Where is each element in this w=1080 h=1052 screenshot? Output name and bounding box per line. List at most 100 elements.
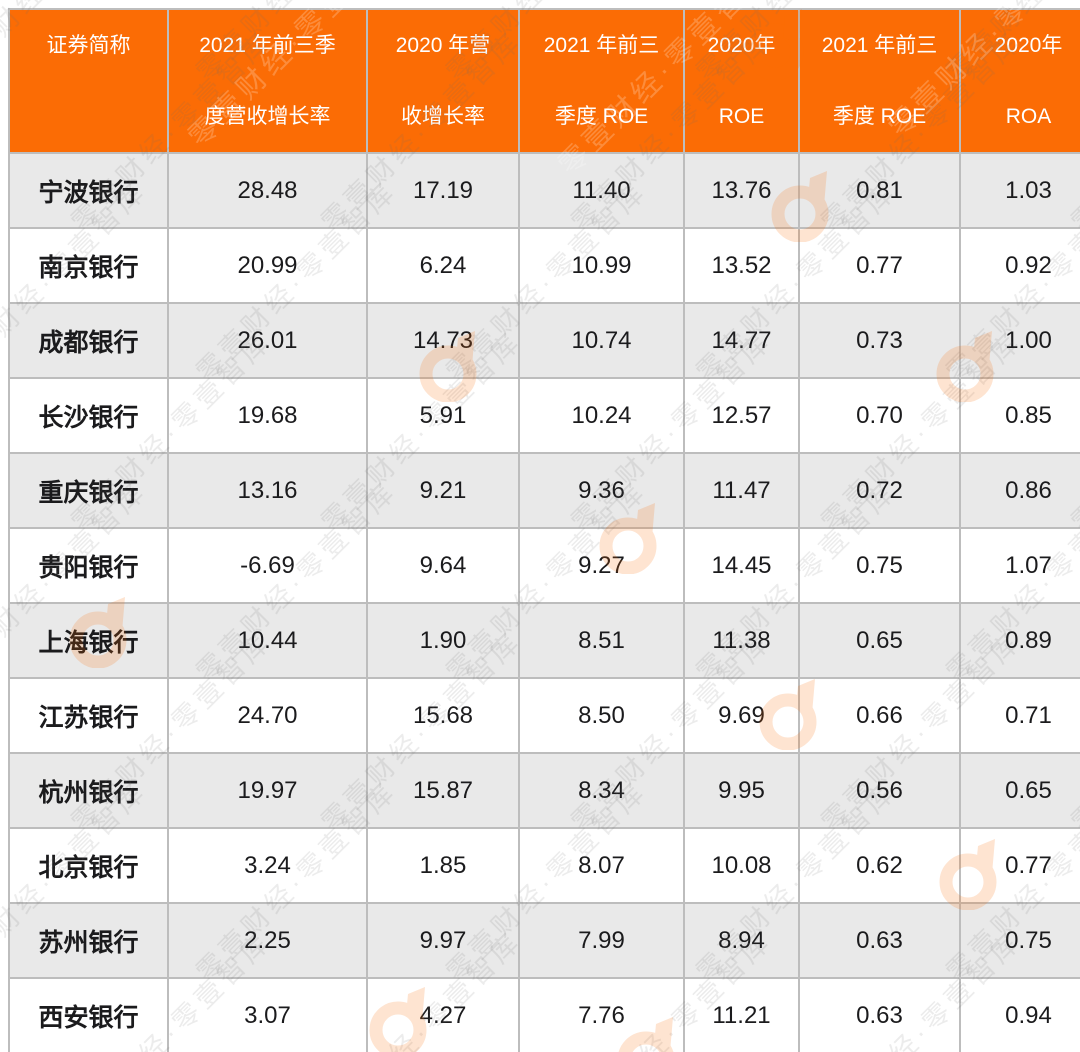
value-cell: 0.66 xyxy=(798,677,961,754)
value-cell: 14.45 xyxy=(683,527,800,604)
value-cell: 9.27 xyxy=(518,527,685,604)
value-cell: 8.50 xyxy=(518,677,685,754)
table-row: 西安银行 3.07 4.27 7.76 11.21 0.63 0.94 xyxy=(8,977,1080,1052)
value-cell: 0.62 xyxy=(798,827,961,904)
value-cell: 10.44 xyxy=(167,602,368,679)
value-cell: 0.63 xyxy=(798,902,961,979)
value-cell: 24.70 xyxy=(167,677,368,754)
value-cell: 0.63 xyxy=(798,977,961,1052)
value-cell: 7.99 xyxy=(518,902,685,979)
bank-name-cell: 贵阳银行 xyxy=(8,527,169,604)
value-cell: 10.08 xyxy=(683,827,800,904)
value-cell: 1.00 xyxy=(959,302,1080,379)
bank-name-cell: 上海银行 xyxy=(8,602,169,679)
table-row: 贵阳银行 -6.69 9.64 9.27 14.45 0.75 1.07 xyxy=(8,527,1080,604)
value-cell: 13.76 xyxy=(683,152,800,229)
value-cell: 17.19 xyxy=(366,152,520,229)
column-header-1: 2021 年前三季 度营收增长率 xyxy=(167,8,368,154)
bank-name-cell: 苏州银行 xyxy=(8,902,169,979)
value-cell: 13.16 xyxy=(167,452,368,529)
value-cell: 0.77 xyxy=(798,227,961,304)
value-cell: -6.69 xyxy=(167,527,368,604)
table-header: 证券简称 2021 年前三季 度营收增长率 2020 年营 收增长率 2021 年前三… xyxy=(8,8,1080,154)
column-header-2: 2020 年营 收增长率 xyxy=(366,8,520,154)
value-cell: 8.07 xyxy=(518,827,685,904)
column-header-0: 证券简称 xyxy=(8,8,169,154)
value-cell: 0.75 xyxy=(959,902,1080,979)
value-cell: 9.21 xyxy=(366,452,520,529)
value-cell: 19.97 xyxy=(167,752,368,829)
value-cell: 0.70 xyxy=(798,377,961,454)
table-row: 成都银行 26.01 14.73 10.74 14.77 0.73 1.00 xyxy=(8,302,1080,379)
value-cell: 20.99 xyxy=(167,227,368,304)
value-cell: 0.73 xyxy=(798,302,961,379)
table-row: 南京银行 20.99 6.24 10.99 13.52 0.77 0.92 xyxy=(8,227,1080,304)
value-cell: 15.87 xyxy=(366,752,520,829)
bank-name-cell: 重庆银行 xyxy=(8,452,169,529)
value-cell: 0.89 xyxy=(959,602,1080,679)
value-cell: 11.38 xyxy=(683,602,800,679)
value-cell: 1.07 xyxy=(959,527,1080,604)
value-cell: 4.27 xyxy=(366,977,520,1052)
bank-name-cell: 成都银行 xyxy=(8,302,169,379)
bank-name-cell: 北京银行 xyxy=(8,827,169,904)
value-cell: 0.56 xyxy=(798,752,961,829)
value-cell: 0.94 xyxy=(959,977,1080,1052)
table-row: 苏州银行 2.25 9.97 7.99 8.94 0.63 0.75 xyxy=(8,902,1080,979)
table-row: 长沙银行 19.68 5.91 10.24 12.57 0.70 0.85 xyxy=(8,377,1080,454)
table-row: 北京银行 3.24 1.85 8.07 10.08 0.62 0.77 xyxy=(8,827,1080,904)
value-cell: 11.40 xyxy=(518,152,685,229)
value-cell: 0.75 xyxy=(798,527,961,604)
value-cell: 1.85 xyxy=(366,827,520,904)
bank-name-cell: 南京银行 xyxy=(8,227,169,304)
bank-metrics-table: 证券简称 2021 年前三季 度营收增长率 2020 年营 收增长率 2021 年前三… xyxy=(8,8,1080,1052)
table-row: 江苏银行 24.70 15.68 8.50 9.69 0.66 0.71 xyxy=(8,677,1080,754)
value-cell: 2.25 xyxy=(167,902,368,979)
value-cell: 0.72 xyxy=(798,452,961,529)
value-cell: 0.92 xyxy=(959,227,1080,304)
value-cell: 11.21 xyxy=(683,977,800,1052)
value-cell: 8.94 xyxy=(683,902,800,979)
value-cell: 9.95 xyxy=(683,752,800,829)
value-cell: 8.51 xyxy=(518,602,685,679)
value-cell: 13.52 xyxy=(683,227,800,304)
column-header-4: 2020年 ROE xyxy=(683,8,800,154)
value-cell: 0.77 xyxy=(959,827,1080,904)
value-cell: 0.86 xyxy=(959,452,1080,529)
value-cell: 0.71 xyxy=(959,677,1080,754)
value-cell: 10.99 xyxy=(518,227,685,304)
bank-name-cell: 江苏银行 xyxy=(8,677,169,754)
table-row: 重庆银行 13.16 9.21 9.36 11.47 0.72 0.86 xyxy=(8,452,1080,529)
table-row: 杭州银行 19.97 15.87 8.34 9.95 0.56 0.65 xyxy=(8,752,1080,829)
value-cell: 3.07 xyxy=(167,977,368,1052)
value-cell: 0.81 xyxy=(798,152,961,229)
bank-name-cell: 长沙银行 xyxy=(8,377,169,454)
table-body: 宁波银行 28.48 17.19 11.40 13.76 0.81 1.03 南京银行 20.9… xyxy=(8,152,1080,1052)
column-header-3: 2021 年前三 季度 ROE xyxy=(518,8,685,154)
value-cell: 10.24 xyxy=(518,377,685,454)
value-cell: 8.34 xyxy=(518,752,685,829)
value-cell: 9.69 xyxy=(683,677,800,754)
column-header-5: 2021 年前三 季度 ROE xyxy=(798,8,961,154)
value-cell: 14.73 xyxy=(366,302,520,379)
value-cell: 6.24 xyxy=(366,227,520,304)
value-cell: 9.36 xyxy=(518,452,685,529)
bank-name-cell: 西安银行 xyxy=(8,977,169,1052)
value-cell: 1.03 xyxy=(959,152,1080,229)
table-header-row: 证券简称 2021 年前三季 度营收增长率 2020 年营 收增长率 2021 年前三… xyxy=(8,8,1080,154)
value-cell: 9.64 xyxy=(366,527,520,604)
value-cell: 12.57 xyxy=(683,377,800,454)
bank-name-cell: 杭州银行 xyxy=(8,752,169,829)
value-cell: 9.97 xyxy=(366,902,520,979)
value-cell: 0.85 xyxy=(959,377,1080,454)
value-cell: 0.65 xyxy=(959,752,1080,829)
table-row: 上海银行 10.44 1.90 8.51 11.38 0.65 0.89 xyxy=(8,602,1080,679)
table-row: 宁波银行 28.48 17.19 11.40 13.76 0.81 1.03 xyxy=(8,152,1080,229)
value-cell: 10.74 xyxy=(518,302,685,379)
value-cell: 11.47 xyxy=(683,452,800,529)
value-cell: 0.65 xyxy=(798,602,961,679)
value-cell: 15.68 xyxy=(366,677,520,754)
value-cell: 19.68 xyxy=(167,377,368,454)
value-cell: 5.91 xyxy=(366,377,520,454)
